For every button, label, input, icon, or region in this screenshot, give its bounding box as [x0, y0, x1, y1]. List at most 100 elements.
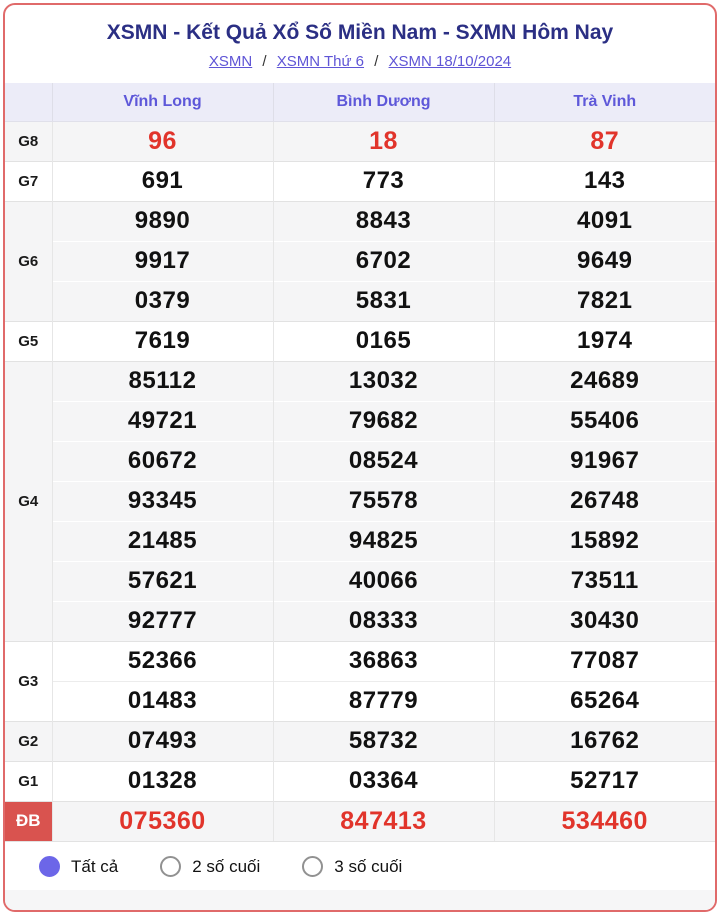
table-header-row: Vĩnh Long Bình Dương Trà Vinh: [5, 83, 715, 122]
result-number: 36863: [272, 640, 494, 681]
result-number: 15892: [493, 520, 715, 561]
result-number: 94825: [272, 520, 494, 561]
table-row: 60672 08524 91967: [5, 440, 715, 481]
result-number: 847413: [272, 800, 494, 841]
result-number: 52717: [493, 760, 715, 801]
result-number: 73511: [493, 560, 715, 601]
table-row: G1 01328 03364 52717: [5, 760, 715, 801]
result-number: 9917: [51, 240, 273, 281]
filter-option-label: 3 số cuối: [334, 856, 403, 876]
breadcrumb-link-xsmn-thu-6[interactable]: XSMN Thứ 6: [276, 53, 365, 70]
result-number: 87779: [272, 680, 494, 721]
table-row: G3 52366 36863 77087: [5, 640, 715, 721]
result-number: 0379: [51, 280, 273, 321]
table-row: 49721 79682 55406: [5, 400, 715, 441]
table-row: G6 9890 8843 4091: [5, 200, 715, 321]
result-number: 6702: [272, 240, 494, 281]
result-number: 7619: [51, 320, 273, 361]
corner-cell: [5, 83, 52, 122]
table-row: ĐB 075360 847413 534460: [5, 800, 715, 841]
result-number: 534460: [493, 800, 715, 841]
result-number: 8843: [272, 200, 494, 241]
result-number: 24689: [493, 360, 715, 401]
filter-option-last-2-digits[interactable]: 2 số cuối: [160, 856, 260, 877]
result-number: 79682: [272, 400, 494, 441]
result-number: 0165: [272, 320, 494, 361]
prize-label-g5: G5: [5, 320, 52, 361]
result-number: 691: [51, 160, 273, 201]
result-number: 9890: [51, 200, 273, 241]
result-number: 93345: [51, 480, 273, 521]
table-row: 57621 40066 73511: [5, 560, 715, 601]
prize-label-g1: G1: [5, 760, 52, 801]
result-number: 57621: [51, 560, 273, 601]
result-number: 91967: [493, 440, 715, 481]
column-header-binh-duong[interactable]: Bình Dương: [272, 83, 494, 122]
breadcrumb-link-xsmn-date[interactable]: XSMN 18/10/2024: [388, 53, 512, 70]
radio-unselected-icon[interactable]: [160, 856, 182, 877]
result-number: 65264: [493, 680, 715, 721]
footer-strip: [5, 890, 715, 910]
result-number: 1974: [493, 320, 715, 361]
prize-label-g3: G3: [5, 640, 52, 721]
page-title: XSMN - Kết Quả Xổ Số Miền Nam - SXMN Hôm…: [106, 21, 614, 44]
prize-label-g6: G6: [5, 200, 52, 321]
result-number: 4091: [493, 200, 715, 241]
prize-label-db: ĐB: [5, 800, 52, 841]
results-table: Vĩnh Long Bình Dương Trà Vinh G8 96 18 8…: [5, 83, 715, 841]
table-row: G7 691 773 143: [5, 160, 715, 201]
result-number: 77087: [493, 640, 715, 681]
result-number: 07493: [51, 720, 273, 761]
result-number: 58732: [272, 720, 494, 761]
result-number: 52366: [51, 640, 273, 681]
result-number: 87: [493, 120, 715, 161]
result-number: 01328: [51, 760, 273, 801]
filter-option-label: 2 số cuối: [192, 856, 261, 876]
result-number: 85112: [51, 360, 273, 401]
result-number: 773: [272, 160, 494, 201]
radio-selected-icon[interactable]: [39, 856, 60, 877]
table-row: G5 7619 0165 1974: [5, 320, 715, 361]
result-number: 13032: [272, 360, 494, 401]
table-row: 01483 87779 65264: [5, 680, 715, 721]
result-number: 9649: [493, 240, 715, 281]
filter-option-last-3-digits[interactable]: 3 số cuối: [302, 856, 402, 877]
prize-label-g8: G8: [5, 120, 52, 161]
breadcrumb: XSMN / XSMN Thứ 6 / XSMN 18/10/2024: [5, 53, 715, 70]
result-number: 18: [272, 120, 494, 161]
table-row: G2 07493 58732 16762: [5, 720, 715, 761]
breadcrumb-separator: /: [262, 53, 267, 70]
table-row: 21485 94825 15892: [5, 520, 715, 561]
filter-radio-group: Tất cả 2 số cuối 3 số cuối: [5, 841, 715, 890]
table-row: 92777 08333 30430: [5, 600, 715, 641]
result-number: 7821: [493, 280, 715, 321]
radio-unselected-icon[interactable]: [302, 856, 324, 877]
prize-label-g7: G7: [5, 160, 52, 201]
table-row: 9917 6702 9649: [5, 240, 715, 281]
breadcrumb-link-xsmn[interactable]: XSMN: [208, 53, 253, 70]
result-number: 60672: [51, 440, 273, 481]
result-number: 143: [493, 160, 715, 201]
filter-option-all[interactable]: Tất cả: [39, 856, 118, 877]
table-row: 0379 5831 7821: [5, 280, 715, 321]
result-number: 5831: [272, 280, 494, 321]
result-number: 08333: [272, 600, 494, 641]
result-number: 075360: [51, 800, 273, 841]
column-header-tra-vinh[interactable]: Trà Vinh: [493, 83, 715, 122]
prize-label-g4: G4: [5, 360, 52, 641]
table-row: 93345 75578 26748: [5, 480, 715, 521]
result-number: 92777: [51, 600, 273, 641]
result-number: 16762: [493, 720, 715, 761]
result-number: 08524: [272, 440, 494, 481]
result-number: 96: [51, 120, 273, 161]
result-number: 01483: [51, 680, 273, 721]
breadcrumb-separator: /: [374, 53, 379, 70]
result-number: 30430: [493, 600, 715, 641]
filter-option-label: Tất cả: [71, 856, 119, 876]
result-number: 21485: [51, 520, 273, 561]
table-row: G8 96 18 87: [5, 120, 715, 161]
prize-label-g2: G2: [5, 720, 52, 761]
column-header-vinh-long[interactable]: Vĩnh Long: [51, 83, 273, 122]
result-number: 40066: [272, 560, 494, 601]
result-number: 03364: [272, 760, 494, 801]
